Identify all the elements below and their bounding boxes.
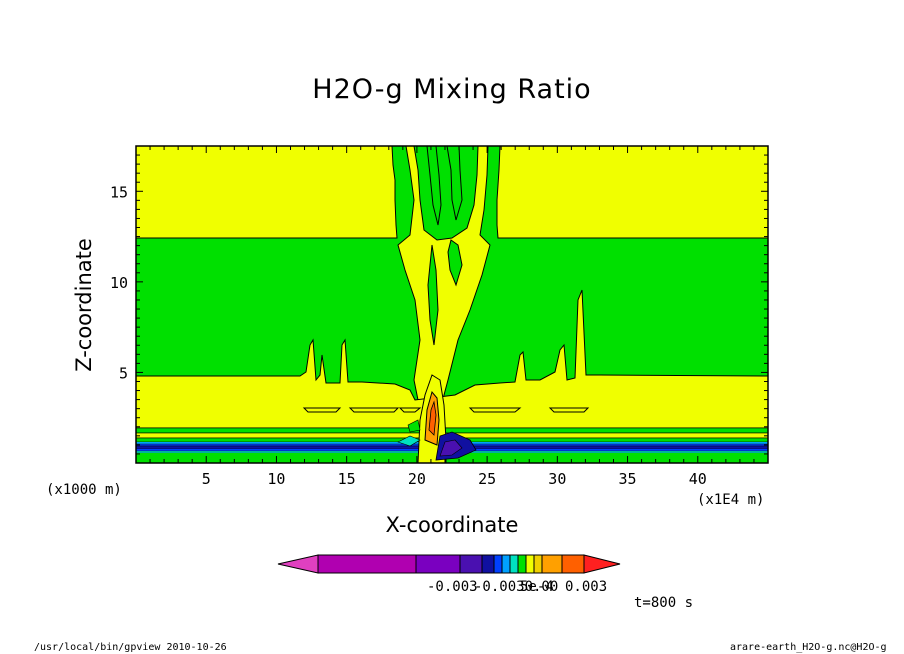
footer-left: /usr/local/bin/gpview 2010-10-26 xyxy=(34,642,227,653)
colorbar-cell xyxy=(541,554,563,574)
x-axis-ticks: 5 10 15 20 25 30 35 40 xyxy=(135,146,769,488)
y-tick-label: 10 xyxy=(110,274,128,292)
x-tick-label: 20 xyxy=(408,470,426,488)
core-green-wisp xyxy=(407,419,421,433)
colorbar-cell xyxy=(277,554,319,574)
plume-green-slit-left xyxy=(426,145,442,226)
time-label: t=800 s xyxy=(634,595,694,611)
colorbar-cell xyxy=(481,554,495,574)
upper-yellow-region xyxy=(135,145,398,239)
plume-green-lobe xyxy=(447,239,463,287)
contour-ribbon-5 xyxy=(548,407,590,413)
x-tick-label: 15 xyxy=(338,470,356,488)
contour-ribbon-1 xyxy=(302,407,342,413)
contour-ribbon-4 xyxy=(468,407,522,413)
colorbar-cell xyxy=(415,554,461,574)
contour-ribbon-2 xyxy=(348,407,400,413)
colorbar-cell xyxy=(493,554,503,574)
x-axis-label: X-coordinate xyxy=(385,513,519,537)
x-tick-label: 10 xyxy=(267,470,285,488)
x-tick-label: 35 xyxy=(619,470,637,488)
core-red xyxy=(428,400,437,436)
colorbar-cell xyxy=(583,554,621,574)
colorbar-cell xyxy=(533,554,543,574)
plot-frame xyxy=(135,145,769,464)
colorbar-label: 0.003 xyxy=(565,579,607,595)
upper-yellow-region-right xyxy=(496,145,769,239)
x-unit-left: (x1000 m) xyxy=(46,482,122,498)
chart-title: H2O-g Mixing Ratio xyxy=(312,74,592,105)
y-axis-label: Z-coordinate xyxy=(72,238,96,372)
x-tick-label: 30 xyxy=(548,470,566,488)
colorbar-cell xyxy=(517,554,527,574)
y-axis-ticks: 5 10 15 xyxy=(110,145,768,464)
colorbar-cell xyxy=(317,554,417,574)
plume-green-slit-lower xyxy=(427,244,439,346)
lower-yellow-band xyxy=(135,289,769,429)
colorbar-cell xyxy=(561,554,585,574)
x-tick-label: 40 xyxy=(689,470,707,488)
core-cyan-left xyxy=(397,435,421,447)
contour-ribbon-3 xyxy=(398,407,422,413)
x-tick-label: 5 xyxy=(202,470,211,488)
central-plume xyxy=(397,145,491,411)
colorbar-label: 5e-4 xyxy=(520,579,554,595)
colorbar-label: -0.003 xyxy=(427,579,478,595)
x-tick-label: 25 xyxy=(478,470,496,488)
colorbar-label: -0.0030.00 xyxy=(474,579,558,595)
x-unit-right: (x1E4 m) xyxy=(697,492,765,508)
colorbar-cell xyxy=(525,554,535,574)
y-tick-label: 5 xyxy=(119,364,128,382)
colorbar-cell xyxy=(509,554,519,574)
core-purple xyxy=(439,439,463,457)
colorbar-cell xyxy=(459,554,483,574)
footer-right: arare-earth_H2O-g.nc@H2O-g xyxy=(730,642,887,653)
colorbar-cell xyxy=(501,554,511,574)
y-tick-label: 15 xyxy=(110,183,128,201)
